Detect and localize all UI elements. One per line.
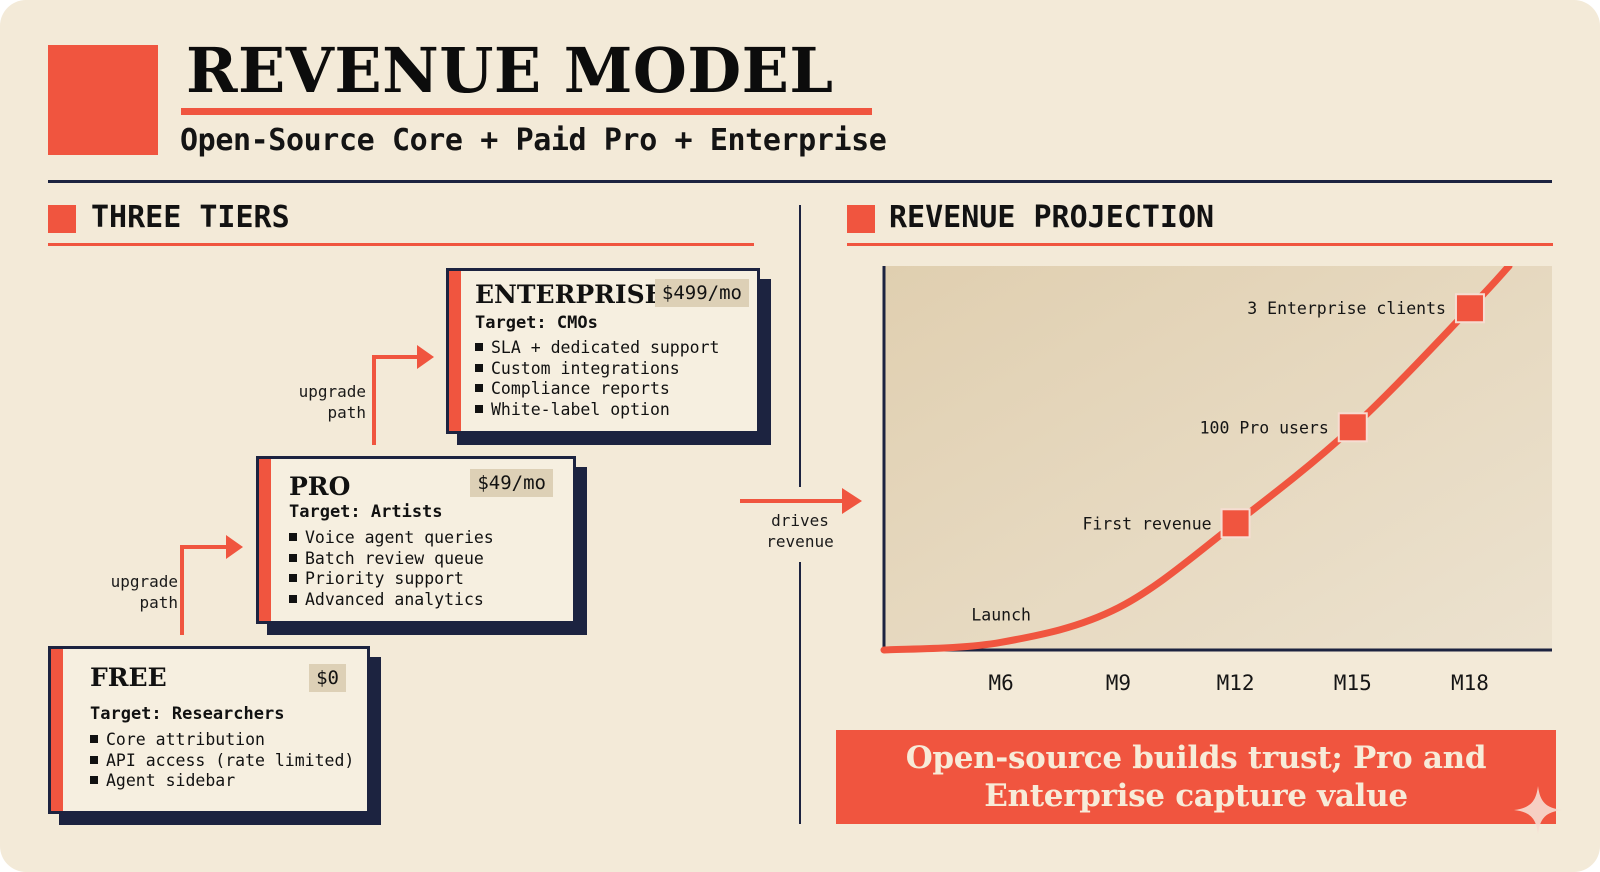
bullet-icon — [90, 776, 98, 785]
title-underline — [181, 108, 872, 115]
upgrade-arrow-upper — [372, 355, 420, 445]
bullet-icon — [475, 343, 483, 351]
tier-feature: Custom integrations — [475, 359, 719, 380]
tier-feature: API access (rate limited) — [90, 751, 354, 772]
bullet-icon — [289, 533, 297, 541]
tiers-section-marker — [48, 205, 76, 233]
tier-name: PRO — [289, 472, 351, 501]
bullet-icon — [475, 363, 483, 372]
tier-feature: Agent sidebar — [90, 771, 354, 792]
upgrade-arrow-lower-head — [226, 535, 243, 559]
column-divider-top — [799, 205, 801, 487]
chart-plot-area — [884, 266, 1552, 650]
x-tick-label: M12 — [1217, 671, 1255, 695]
tiers-section-rule — [48, 243, 754, 246]
tier-feature: Voice agent queries — [289, 528, 494, 549]
milestone-label: Launch — [971, 605, 1031, 624]
upgrade-path-label-lower: upgrade path — [110, 572, 178, 612]
bullet-icon — [90, 735, 98, 743]
column-divider-bottom — [799, 562, 801, 824]
milestone-label: First revenue — [1082, 514, 1211, 533]
x-tick-label: M9 — [1106, 671, 1131, 695]
upgrade-path-label-upper: upgrade path — [298, 382, 366, 422]
bullet-icon — [289, 553, 297, 562]
milestone-label: 100 Pro users — [1200, 418, 1329, 437]
x-tick-label: M18 — [1451, 671, 1489, 695]
tier-target: Target: CMOs — [475, 313, 598, 333]
drives-revenue-arrow-head — [842, 488, 862, 514]
tier-name: ENTERPRISE — [475, 280, 664, 309]
drives-revenue-label: drives revenue — [766, 511, 834, 551]
tier-feature-list: SLA + dedicated support Custom integrati… — [475, 338, 719, 420]
page-subtitle: Open-Source Core + Paid Pro + Enterprise — [180, 123, 887, 158]
tier-feature: Priority support — [289, 569, 494, 590]
bullet-icon — [90, 755, 98, 764]
title-accent-square — [48, 45, 158, 155]
projection-section-rule — [847, 243, 1553, 246]
tier-feature-list: Core attribution API access (rate limite… — [90, 730, 354, 792]
bullet-icon — [475, 384, 483, 393]
tier-name: FREE — [90, 663, 167, 692]
tier-target: Target: Researchers — [90, 704, 285, 724]
x-tick-label: M6 — [989, 671, 1014, 695]
tier-feature: Advanced analytics — [289, 590, 494, 611]
milestone-marker — [1454, 293, 1485, 324]
tier-feature: Compliance reports — [475, 379, 719, 400]
tier-card-stripe — [259, 459, 271, 621]
tiers-section-title: THREE TIERS — [91, 200, 290, 235]
tier-price-badge: $499/mo — [654, 279, 749, 307]
tier-card-enterprise: ENTERPRISE $499/mo Target: CMOs SLA + de… — [446, 268, 760, 434]
projection-section-title: REVENUE PROJECTION — [889, 200, 1215, 235]
tier-feature: Core attribution — [90, 730, 354, 751]
takeaway-banner: Open-source builds trust; Pro and Enterp… — [836, 730, 1556, 824]
tier-card-stripe — [449, 271, 461, 431]
page-title: REVENUE MODEL — [186, 34, 834, 107]
tier-feature: White-label option — [475, 400, 719, 421]
milestone-marker — [1220, 508, 1251, 539]
bullet-icon — [289, 594, 297, 603]
tier-feature-list: Voice agent queries Batch review queue P… — [289, 528, 494, 610]
tier-feature: Batch review queue — [289, 549, 494, 570]
revenue-chart: M6 M9 M12 M15 M18 Launch First revenue 100 Pro… — [880, 262, 1560, 720]
milestone-label: 3 Enterprise clients — [1247, 299, 1446, 318]
milestone-marker — [1337, 412, 1368, 443]
upgrade-arrow-lower — [180, 545, 231, 635]
tier-card-stripe — [51, 649, 63, 811]
projection-section-marker — [847, 205, 875, 233]
bullet-icon — [475, 404, 483, 413]
tier-price-badge: $49/mo — [470, 469, 553, 497]
tier-feature: SLA + dedicated support — [475, 338, 719, 359]
tier-card-free: FREE $0 Target: Researchers Core attribu… — [48, 646, 370, 814]
tier-price-badge: $0 — [309, 664, 346, 692]
tier-target: Target: Artists — [289, 502, 443, 522]
upgrade-arrow-upper-head — [417, 345, 434, 369]
takeaway-text: Open-source builds trust; Pro and Enterp… — [905, 740, 1487, 814]
bullet-icon — [289, 574, 297, 583]
tier-card-pro: PRO $49/mo Target: Artists Voice agent q… — [256, 456, 576, 624]
x-tick-label: M15 — [1334, 671, 1372, 695]
sparkle-icon — [1514, 786, 1562, 834]
header-divider — [48, 180, 1552, 183]
revenue-chart-svg: M6 M9 M12 M15 M18 Launch First revenue 100 Pro… — [880, 262, 1552, 695]
